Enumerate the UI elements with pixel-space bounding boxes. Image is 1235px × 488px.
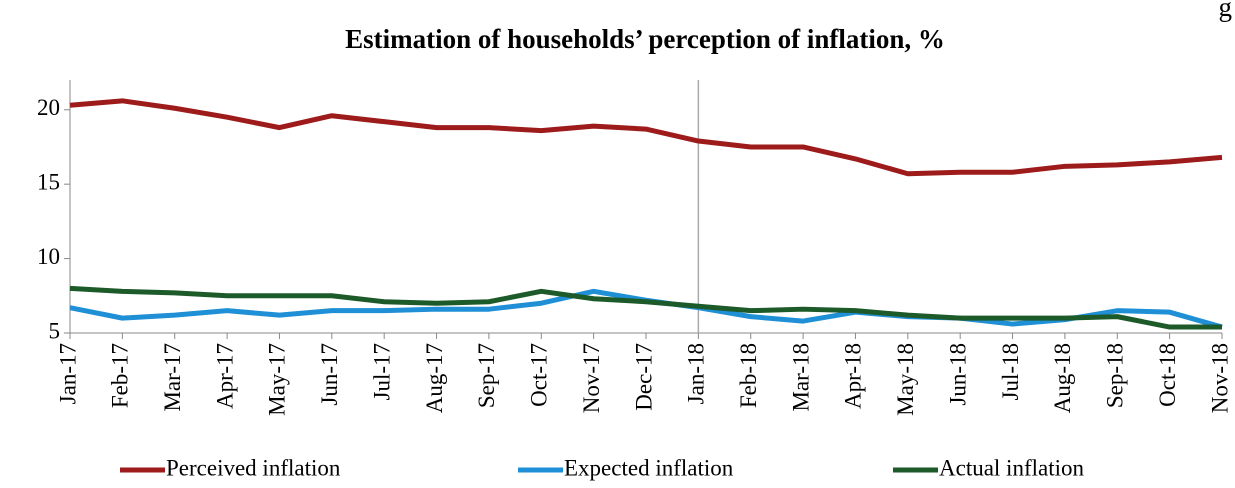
- y-tick-label: 20: [37, 95, 60, 120]
- corner-text: g: [1219, 0, 1233, 22]
- x-tick-label: Feb-17: [108, 343, 133, 408]
- x-tick-label: Dec-17: [631, 343, 656, 411]
- x-tick-label: Aug-17: [422, 343, 447, 413]
- x-tick-label: Jan-18: [684, 343, 709, 404]
- x-tick-label: Jan-17: [55, 343, 80, 404]
- x-tick-label: Nov-18: [1207, 343, 1232, 413]
- x-tick-label: Feb-18: [736, 343, 761, 408]
- legend-label: Perceived inflation: [166, 455, 341, 480]
- x-tick-label: Apr-17: [212, 343, 237, 409]
- x-tick-label: Aug-18: [1050, 343, 1075, 413]
- x-tick-label: Apr-18: [841, 343, 866, 409]
- x-tick-label: Mar-18: [788, 343, 813, 412]
- x-tick-label: May-18: [893, 343, 918, 416]
- x-tick-label: Oct-17: [527, 343, 552, 407]
- x-tick-label: Jun-18: [945, 343, 970, 406]
- legend-label: Actual inflation: [939, 455, 1084, 480]
- x-tick-label: Jun-17: [317, 343, 342, 406]
- x-tick-label: Oct-18: [1155, 343, 1180, 407]
- x-tick-label: Nov-17: [579, 343, 604, 413]
- y-tick-label: 10: [37, 244, 60, 269]
- x-tick-label: Jul-18: [998, 343, 1023, 401]
- y-tick-label: 15: [37, 169, 60, 194]
- x-tick-label: Jul-17: [369, 343, 394, 401]
- x-tick-label: Sep-17: [474, 343, 499, 408]
- chart-title: Estimation of households’ perception of …: [345, 24, 945, 54]
- y-tick-label: 5: [49, 318, 61, 343]
- series-line: [69, 98, 1223, 177]
- legend-label: Expected inflation: [564, 455, 734, 480]
- series-line: [69, 285, 1222, 330]
- x-tick-label: Mar-17: [160, 343, 185, 412]
- x-tick-label: Sep-18: [1103, 343, 1128, 408]
- x-tick-label: May-17: [265, 343, 290, 416]
